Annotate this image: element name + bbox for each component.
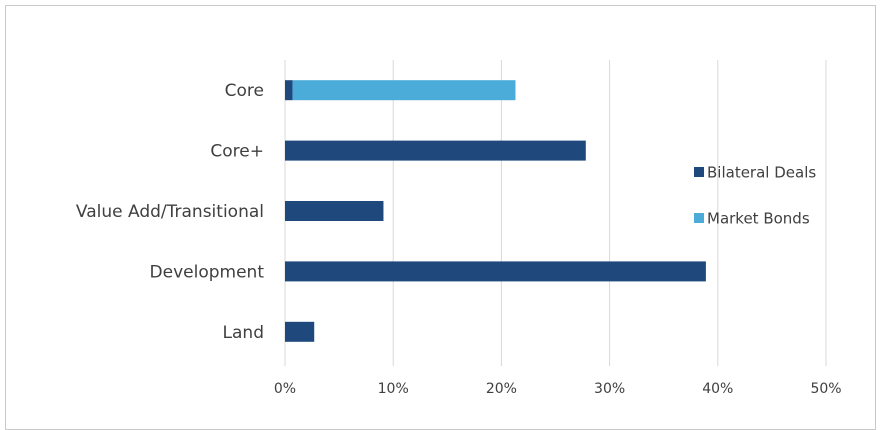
- bar-market-bonds: [292, 80, 516, 101]
- x-tick-label: 50%: [810, 381, 841, 397]
- category-label: Value Add/Transitional: [76, 202, 264, 222]
- legend: Bilateral Deals Market Bonds: [694, 164, 816, 228]
- legend-label: Bilateral Deals: [707, 164, 816, 182]
- bar-bilateral-deals: [285, 140, 586, 161]
- x-tick-label: 20%: [486, 381, 517, 397]
- bar-bilateral-deals: [285, 80, 293, 101]
- category-label: Development: [150, 262, 265, 282]
- bar-bilateral-deals: [285, 261, 706, 282]
- x-tick-labels: 0% 10% 20% 30% 40% 50%: [274, 381, 842, 397]
- legend-swatch: [694, 167, 704, 177]
- bars: [285, 80, 706, 342]
- legend-swatch: [694, 213, 704, 223]
- x-tick-label: 10%: [378, 381, 409, 397]
- bar-bilateral-deals: [285, 201, 384, 221]
- category-label: Core+: [210, 142, 264, 162]
- x-tick-label: 0%: [274, 381, 296, 397]
- category-label: Core: [225, 81, 264, 101]
- gridlines: [284, 60, 827, 366]
- category-labels: Core Core+ Value Add/Transitional Developme…: [76, 81, 264, 343]
- chart-border: [5, 5, 876, 430]
- x-tick-label: 40%: [702, 381, 733, 397]
- legend-label: Market Bonds: [707, 210, 810, 228]
- x-tick-label: 30%: [594, 381, 625, 397]
- category-label: Land: [223, 323, 264, 343]
- bar-bilateral-deals: [285, 321, 315, 342]
